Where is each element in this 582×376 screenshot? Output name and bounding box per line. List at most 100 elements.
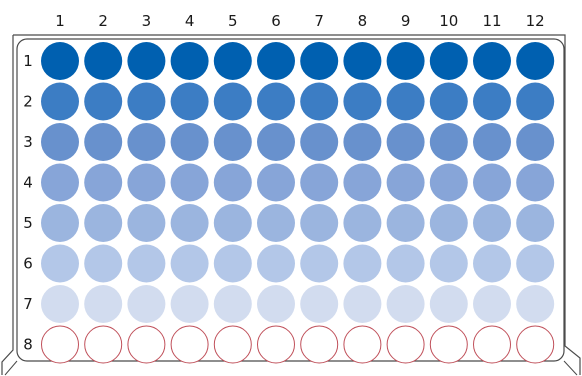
filled-well	[429, 163, 468, 202]
filled-well	[170, 244, 209, 283]
filled-well	[41, 42, 79, 80]
filled-well	[386, 244, 425, 283]
filled-well	[41, 123, 79, 161]
filled-well	[84, 244, 123, 283]
filled-well	[300, 204, 339, 242]
filled-well	[473, 285, 511, 323]
filled-well	[213, 82, 252, 121]
filled-well	[300, 163, 339, 202]
filled-well	[170, 123, 209, 161]
row-label: 6	[23, 255, 33, 273]
filled-well	[386, 82, 425, 121]
filled-well	[516, 204, 555, 242]
filled-well	[386, 285, 425, 323]
column-label: 7	[314, 12, 324, 30]
filled-well	[429, 42, 468, 80]
filled-well	[257, 82, 295, 121]
empty-well	[84, 325, 123, 364]
column-label: 10	[439, 12, 458, 30]
empty-well	[343, 325, 382, 364]
filled-well	[41, 204, 79, 242]
row-label: 4	[23, 174, 33, 192]
plate-outer-edge	[1, 34, 581, 375]
filled-well	[84, 82, 123, 121]
filled-well	[127, 163, 166, 202]
filled-well	[473, 163, 511, 202]
filled-well	[429, 123, 468, 161]
filled-well	[300, 123, 339, 161]
empty-well	[213, 325, 252, 364]
filled-well	[516, 42, 555, 80]
filled-well	[127, 285, 166, 323]
column-label: 6	[271, 12, 281, 30]
filled-well	[343, 204, 382, 242]
empty-well	[41, 325, 79, 364]
column-label: 9	[401, 12, 411, 30]
filled-well	[300, 244, 339, 283]
filled-well	[300, 82, 339, 121]
filled-well	[213, 123, 252, 161]
filled-well	[429, 204, 468, 242]
filled-well	[473, 42, 511, 80]
filled-well	[170, 204, 209, 242]
filled-well	[473, 123, 511, 161]
filled-well	[473, 82, 511, 121]
filled-well	[343, 82, 382, 121]
column-label: 1	[55, 12, 65, 30]
filled-well	[473, 244, 511, 283]
column-label: 11	[482, 12, 501, 30]
filled-well	[213, 204, 252, 242]
filled-well	[41, 163, 79, 202]
filled-well	[257, 123, 295, 161]
row-labels: 1 2 3 4 5 6 7 8	[23, 52, 33, 354]
column-label: 4	[185, 12, 195, 30]
filled-well	[84, 42, 123, 80]
filled-well	[170, 42, 209, 80]
empty-well	[257, 325, 295, 364]
row-label: 2	[23, 93, 33, 111]
filled-well	[386, 42, 425, 80]
filled-well	[343, 285, 382, 323]
filled-well	[386, 204, 425, 242]
filled-well	[84, 204, 123, 242]
filled-well	[127, 82, 166, 121]
filled-well	[516, 244, 555, 283]
filled-well	[343, 163, 382, 202]
filled-well	[213, 244, 252, 283]
filled-well	[343, 244, 382, 283]
filled-well	[213, 42, 252, 80]
filled-well	[257, 42, 295, 80]
filled-well	[516, 123, 555, 161]
filled-well	[386, 123, 425, 161]
filled-well	[343, 42, 382, 80]
filled-well	[300, 42, 339, 80]
filled-well	[84, 285, 123, 323]
row-label: 7	[23, 295, 33, 313]
filled-well	[41, 244, 79, 283]
filled-well	[170, 163, 209, 202]
row-label: 8	[23, 336, 33, 354]
empty-well	[170, 325, 209, 364]
filled-well	[170, 285, 209, 323]
filled-well	[257, 244, 295, 283]
filled-well	[127, 42, 166, 80]
plate-inner-edge	[16, 38, 565, 362]
plate-corner-lines	[4, 360, 578, 376]
empty-well	[300, 325, 339, 364]
row-label: 3	[23, 133, 33, 151]
filled-well	[429, 82, 468, 121]
filled-well	[429, 285, 468, 323]
column-label: 5	[228, 12, 238, 30]
filled-well	[429, 244, 468, 283]
filled-well	[386, 163, 425, 202]
empty-well	[429, 325, 468, 364]
column-label: 12	[526, 12, 545, 30]
filled-well	[257, 285, 295, 323]
filled-well	[257, 204, 295, 242]
wells-grid	[41, 42, 555, 364]
filled-well	[41, 285, 79, 323]
column-label: 8	[358, 12, 368, 30]
column-label: 2	[98, 12, 108, 30]
empty-well	[127, 325, 166, 364]
